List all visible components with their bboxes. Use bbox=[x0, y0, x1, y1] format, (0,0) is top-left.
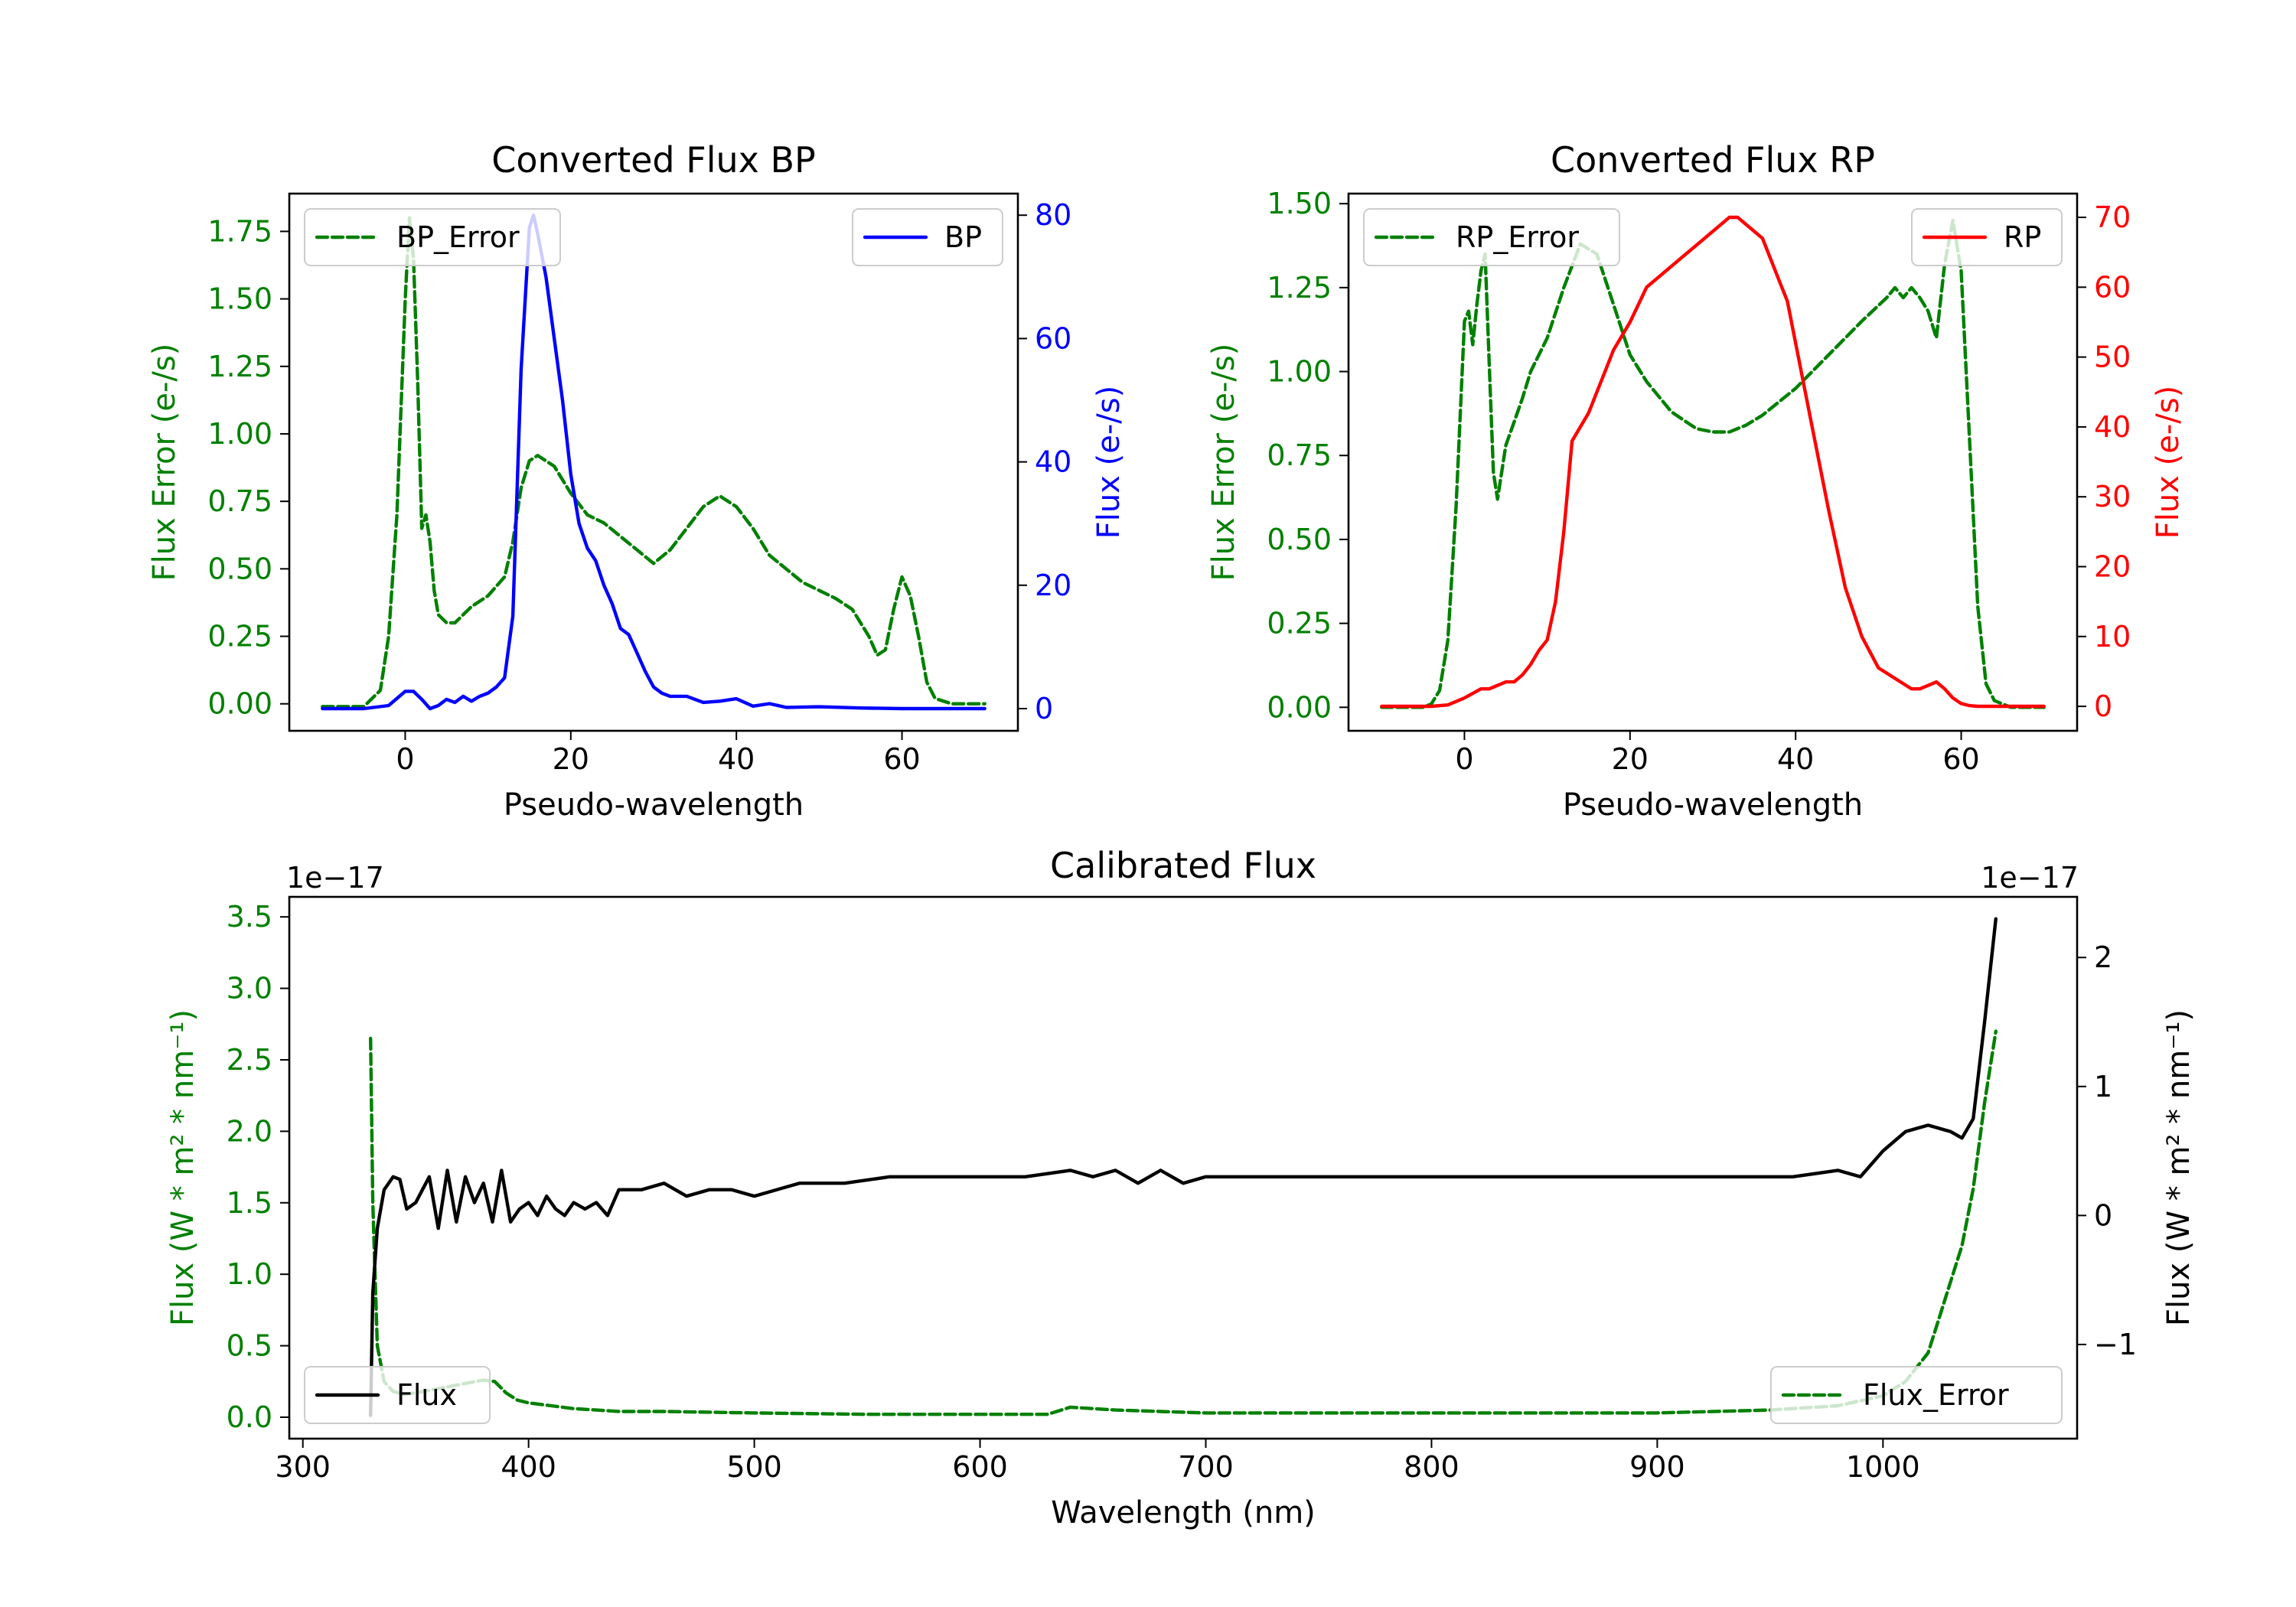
rp-left-y-label: Flux Error (e-/s) bbox=[1206, 344, 1241, 582]
rp-right-tick-label: 30 bbox=[2094, 480, 2131, 513]
legend-box bbox=[304, 1366, 491, 1424]
calibrated-panel: 300 400 500 600 700 800 900 1000 0.0 0.5 1.0 1.5 2.0… bbox=[165, 845, 2197, 1530]
calibrated-series-flux bbox=[369, 917, 1998, 1417]
calibrated-series-flux-error bbox=[369, 1029, 1998, 1416]
bp-series-bp-error bbox=[321, 216, 987, 709]
calibrated-left-offset-label: 1e−17 bbox=[286, 861, 384, 895]
bp-title: Converted Flux BP bbox=[491, 139, 816, 181]
rp-axes-frame bbox=[1347, 192, 2079, 732]
rp-title: Converted Flux RP bbox=[1551, 139, 1875, 181]
legend-label: RP_Error bbox=[1456, 220, 1579, 254]
calibrated-legend-flux-error: Flux_Error bbox=[1770, 1366, 2063, 1424]
bp-left-y-label: Flux Error (e-/s) bbox=[147, 344, 182, 582]
bp-right-tick-label: 80 bbox=[1035, 198, 1071, 232]
legend-label: RP bbox=[2004, 220, 2041, 254]
calibrated-x-tick-label: 300 bbox=[275, 1450, 331, 1484]
rp-x-label: Pseudo-wavelength bbox=[1563, 787, 1863, 823]
calibrated-x-tick-label: 600 bbox=[952, 1450, 1008, 1484]
rp-right-tick-label: 60 bbox=[2094, 270, 2131, 304]
calibrated-x-label: Wavelength (nm) bbox=[1051, 1495, 1316, 1530]
bp-x-tick-label: 60 bbox=[883, 742, 920, 776]
calibrated-right-tick-label: −1 bbox=[2094, 1328, 2137, 1361]
rp-left-tick-label: 0.50 bbox=[1267, 523, 1332, 556]
legend-label: BP_Error bbox=[396, 220, 520, 254]
calibrated-left-tick-label: 2.0 bbox=[227, 1114, 272, 1148]
calibrated-right-tick-label: 0 bbox=[2094, 1198, 2112, 1232]
bp-right-tick-label: 0 bbox=[1035, 692, 1053, 725]
calibrated-left-tick-label: 1.5 bbox=[227, 1186, 272, 1220]
rp-x-tick-label: 60 bbox=[1942, 742, 1979, 776]
rp-right-tick-label: 70 bbox=[2094, 200, 2131, 234]
calibrated-left-y-label: Flux (W * m² * nm⁻¹) bbox=[165, 1009, 201, 1326]
bp-x-tick-label: 40 bbox=[718, 742, 755, 776]
bp-x-tick-label: 20 bbox=[553, 742, 589, 776]
calibrated-x-tick-label: 700 bbox=[1178, 1450, 1234, 1484]
calibrated-x-tick-label: 400 bbox=[501, 1450, 556, 1484]
bp-right-tick-label: 20 bbox=[1035, 569, 1071, 602]
rp-left-tick-label: 0.75 bbox=[1267, 438, 1332, 472]
bp-series-bp bbox=[321, 214, 987, 711]
calibrated-x-tick-label: 500 bbox=[726, 1450, 782, 1484]
calibrated-left-tick-label: 3.5 bbox=[227, 900, 272, 934]
calibrated-title: Calibrated Flux bbox=[1050, 845, 1316, 886]
calibrated-left-tick-label: 2.5 bbox=[227, 1043, 272, 1077]
calibrated-left-tick-label: 0.0 bbox=[227, 1400, 272, 1434]
rp-x-tick-label: 20 bbox=[1612, 742, 1649, 776]
bp-left-tick-label: 0.50 bbox=[207, 552, 272, 585]
calibrated-right-tick-label: 2 bbox=[2094, 940, 2112, 974]
rp-series-rp-error bbox=[1380, 218, 2046, 709]
rp-right-y-label: Flux (e-/s) bbox=[2151, 386, 2186, 539]
calibrated-axes-frame bbox=[288, 895, 2079, 1440]
bp-left-tick-label: 1.75 bbox=[207, 214, 272, 248]
calibrated-x-tick-label: 900 bbox=[1629, 1450, 1685, 1484]
calibrated-left-tick-label: 3.0 bbox=[227, 972, 272, 1006]
bp-left-tick-label: 0.25 bbox=[207, 620, 272, 654]
rp-right-tick-label: 10 bbox=[2094, 620, 2131, 654]
bp-right-tick-label: 60 bbox=[1035, 321, 1071, 355]
calibrated-x-tick-label: 800 bbox=[1404, 1450, 1459, 1484]
calibrated-legend-flux: Flux bbox=[304, 1366, 491, 1424]
rp-left-tick-label: 1.50 bbox=[1267, 187, 1332, 220]
bp-left-tick-label: 0.00 bbox=[207, 687, 272, 721]
rp-panel: 0 20 40 60 0.00 0.25 0.50 0.75 1.00 1.25 1.50 0 10 20… bbox=[1206, 139, 2186, 823]
calibrated-right-tick-label: 1 bbox=[2094, 1070, 2112, 1103]
bp-left-tick-label: 1.00 bbox=[207, 417, 272, 451]
bp-panel: 0 20 40 60 0.00 0.25 0.50 0.75 1.00 1.25 1.50 1.75 0… bbox=[147, 139, 1127, 823]
rp-right-tick-label: 50 bbox=[2094, 341, 2131, 374]
calibrated-right-offset-label: 1e−17 bbox=[1981, 861, 2079, 895]
legend-label: Flux_Error bbox=[1863, 1378, 2009, 1412]
bp-legend-bp-error: BP_Error bbox=[304, 208, 561, 266]
legend-box bbox=[1363, 208, 1620, 266]
legend-label: Flux bbox=[396, 1378, 457, 1412]
rp-x-tick-label: 0 bbox=[1455, 742, 1473, 776]
legend-box bbox=[304, 208, 561, 266]
bp-left-tick-label: 0.75 bbox=[207, 484, 272, 518]
rp-right-tick-label: 0 bbox=[2094, 689, 2112, 723]
legend-box bbox=[1770, 1366, 2063, 1424]
rp-legend-rp-error: RP_Error bbox=[1363, 208, 1620, 266]
rp-right-tick-label: 40 bbox=[2094, 410, 2131, 444]
rp-left-tick-label: 0.00 bbox=[1267, 690, 1332, 724]
bp-x-tick-label: 0 bbox=[396, 742, 414, 776]
rp-x-tick-label: 40 bbox=[1777, 742, 1814, 776]
rp-legend-rp: RP bbox=[1911, 208, 2063, 266]
bp-right-y-label: Flux (e-/s) bbox=[1091, 386, 1127, 539]
bp-x-label: Pseudo-wavelength bbox=[504, 787, 804, 823]
legend-label: BP bbox=[944, 220, 982, 254]
calibrated-left-tick-label: 0.5 bbox=[227, 1329, 272, 1363]
rp-left-tick-label: 0.25 bbox=[1267, 607, 1332, 641]
rp-series-rp bbox=[1380, 215, 2046, 709]
rp-left-tick-label: 1.25 bbox=[1267, 271, 1332, 305]
calibrated-right-y-label: Flux (W * m² * nm⁻¹) bbox=[2161, 1009, 2197, 1326]
bp-right-tick-label: 40 bbox=[1035, 445, 1071, 479]
bp-left-tick-label: 1.25 bbox=[207, 350, 272, 383]
bp-left-tick-label: 1.50 bbox=[207, 282, 272, 316]
rp-right-tick-label: 20 bbox=[2094, 549, 2131, 583]
rp-left-tick-label: 1.00 bbox=[1267, 355, 1332, 389]
calibrated-x-tick-label: 1000 bbox=[1846, 1450, 1920, 1484]
bp-legend-bp: BP bbox=[852, 208, 1003, 266]
calibrated-left-tick-label: 1.0 bbox=[227, 1257, 272, 1291]
